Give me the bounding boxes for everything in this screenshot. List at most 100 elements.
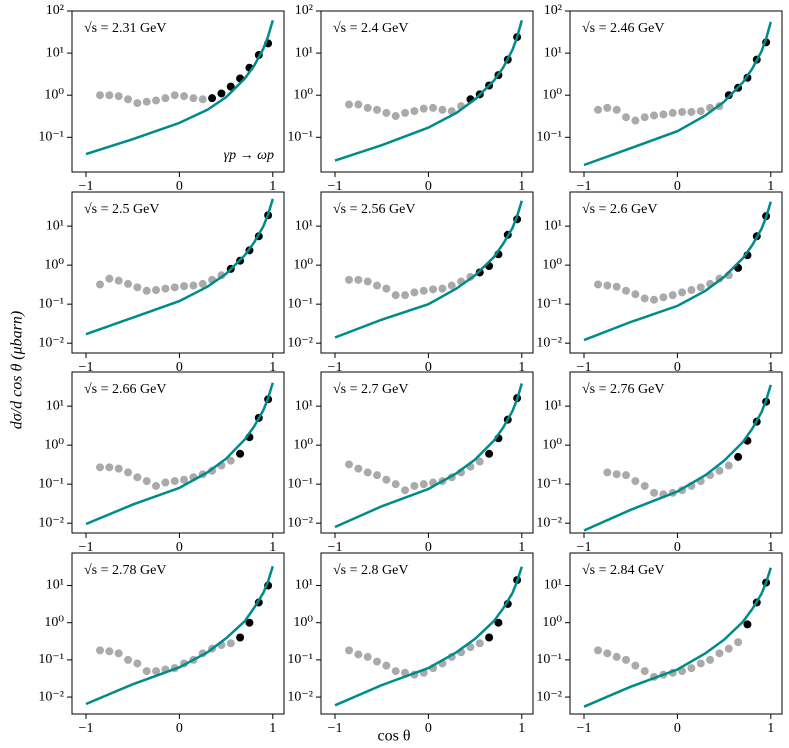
energy-label: √s = 2.31 GeV [84,21,166,36]
data-point [696,659,705,668]
data-point [245,618,254,627]
model-curve [334,19,524,162]
data-point [622,113,631,122]
y-tick-label: 10¹ [46,398,64,413]
data-point [410,288,419,297]
data-point [382,475,391,484]
energy-label: √s = 2.84 GeV [582,563,664,578]
x-tick-label: 1 [767,540,774,555]
data-point [687,107,696,116]
x-tick-label: 1 [518,179,525,194]
plot-frame [569,191,783,354]
x-tick-label: 1 [767,179,774,194]
x-tick-label: −1 [79,179,94,194]
data-point [594,105,603,114]
data-point [133,473,142,482]
data-point [142,477,151,486]
x-tick-label: 1 [269,540,276,555]
process-label: γp → ωp [224,148,274,163]
data-point [475,457,484,466]
data-point [105,91,114,100]
data-point [124,468,133,477]
data-point [170,283,179,292]
x-tick-label: −1 [577,721,592,736]
model-curve [583,21,773,167]
data-point [734,452,743,461]
data-point [603,649,612,658]
energy-label: √s = 2.6 GeV [582,202,657,217]
data-point [180,475,189,484]
plot-frame [71,371,285,534]
energy-label: √s = 2.4 GeV [333,21,408,36]
y-tick-label: 10¹ [544,398,562,413]
plot-frame [71,191,285,354]
y-tick-label: 10⁻² [536,515,562,530]
data-point [678,288,687,297]
x-tick-label: −1 [577,540,592,555]
model-curve [85,198,274,336]
data-point [152,667,161,676]
energy-label: √s = 2.78 GeV [84,563,166,578]
energy-label: √s = 2.7 GeV [333,382,408,397]
data-point [373,105,382,114]
data-point [114,464,123,473]
data-point [668,108,677,117]
data-point [659,293,668,302]
x-tick-label: 0 [425,360,432,375]
y-tick-label: 10⁻¹ [287,130,313,145]
y-tick-label: 10⁻² [287,515,313,530]
y-tick-label: 10⁻¹ [536,130,562,145]
x-tick-label: 1 [518,721,525,736]
energy-label: √s = 2.66 GeV [84,382,166,397]
data-point [612,282,621,291]
data-point [687,286,696,295]
y-tick-label: 10¹ [544,578,562,593]
data-point [594,646,603,655]
data-point [114,649,123,658]
data-point [622,655,631,664]
data-point [429,103,438,112]
model-curve [85,565,274,706]
data-point [485,449,494,458]
data-point [96,91,105,100]
y-tick-label: 10¹ [295,45,313,60]
data-point [133,99,142,108]
data-point [105,647,114,656]
y-tick-label: 10⁻² [536,335,562,350]
data-point [208,94,217,103]
data-point [419,480,428,489]
y-tick-label: 10² [295,3,313,18]
data-point [743,620,752,629]
data-point [382,108,391,117]
y-tick-label: 10⁰ [44,87,64,102]
y-tick-label: 10¹ [544,45,562,60]
x-tick-label: 0 [674,540,681,555]
y-tick-label: 10⁰ [44,257,64,272]
model-curve [85,19,274,156]
data-point [363,277,372,286]
y-tick-label: 10¹ [46,578,64,593]
data-point [594,280,603,289]
x-tick-label: 1 [269,179,276,194]
data-point [475,639,484,648]
y-tick-label: 10⁻¹ [287,652,313,667]
data-point [678,107,687,116]
data-point [170,91,179,100]
data-point [217,89,226,98]
data-point [603,103,612,112]
data-point [96,280,105,289]
plot-frame [320,191,534,354]
data-point [640,294,649,303]
model-curve [334,383,523,529]
y-tick-label: 10⁻¹ [536,296,562,311]
model-curve [583,567,772,708]
y-tick-label: 10⁻² [536,689,562,704]
data-point [198,279,207,288]
data-point [198,95,207,104]
x-tick-label: −1 [79,540,94,555]
data-point [724,461,733,470]
data-point [429,285,438,294]
data-point [391,480,400,489]
data-point [142,667,151,676]
x-tick-label: −1 [577,179,592,194]
